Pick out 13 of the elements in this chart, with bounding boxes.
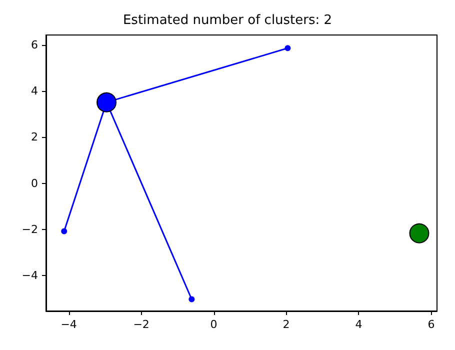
x-tick-label: 0 bbox=[210, 318, 218, 331]
y-tick-label: 2 bbox=[31, 130, 38, 144]
y-tick-label: −2 bbox=[22, 222, 38, 236]
x-tick-label: −4 bbox=[60, 318, 77, 331]
y-tick-label: 6 bbox=[31, 38, 38, 52]
chart-title: Estimated number of clusters: 2 bbox=[122, 13, 332, 28]
x-tick-label: 2 bbox=[282, 318, 290, 331]
x-tick-label: 6 bbox=[428, 318, 435, 331]
y-tick-label: −4 bbox=[22, 268, 38, 282]
x-tick-label: 4 bbox=[355, 318, 362, 331]
y-tick-label: 4 bbox=[31, 84, 38, 98]
x-tick-label: −2 bbox=[133, 318, 150, 331]
y-tick-label: 0 bbox=[31, 176, 38, 190]
